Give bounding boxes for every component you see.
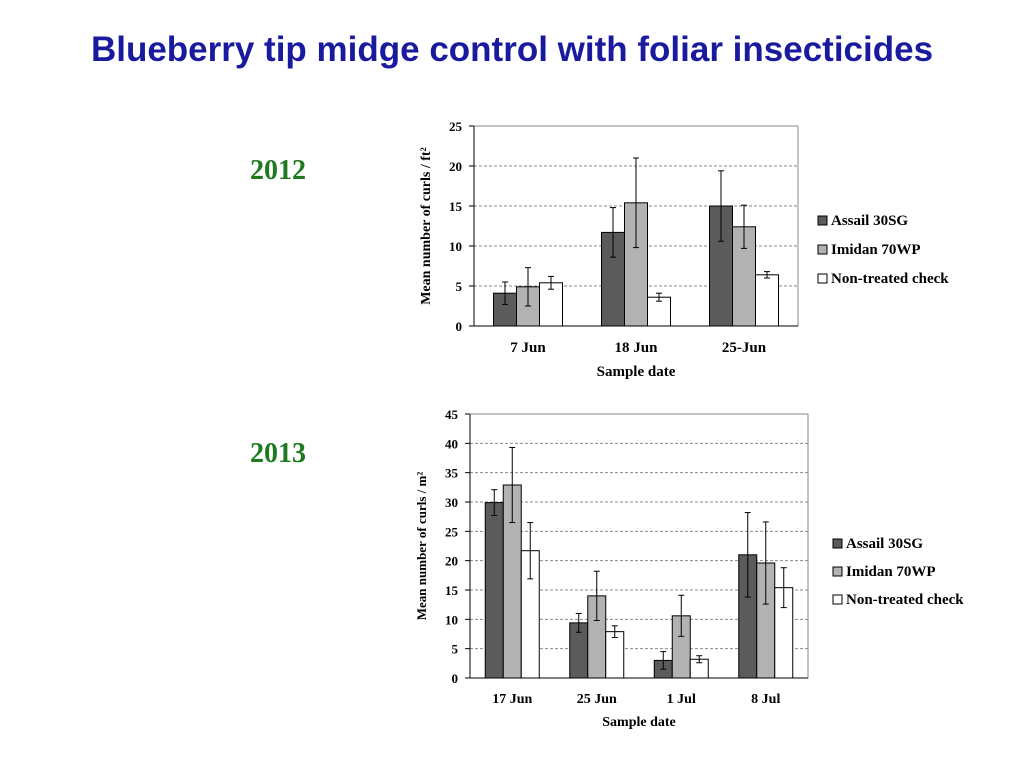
slide-title: Blueberry tip midge control with foliar … bbox=[90, 30, 934, 69]
x-tick-label: 1 Jul bbox=[667, 692, 696, 707]
bar bbox=[605, 631, 625, 679]
y-tick-label: 10 bbox=[445, 612, 458, 627]
y-tick-label: 45 bbox=[445, 407, 459, 422]
legend-swatch bbox=[832, 566, 843, 577]
legend-entry: Imidan 70WP bbox=[846, 564, 936, 580]
legend-entry: Imidan 70WP bbox=[831, 242, 921, 258]
y-tick-label: 25 bbox=[445, 524, 459, 539]
y-tick-label: 5 bbox=[452, 642, 459, 657]
y-tick-label: 0 bbox=[456, 319, 463, 334]
legend-entry: Assail 30SG bbox=[846, 536, 923, 552]
legend-swatch bbox=[817, 273, 828, 284]
legend-entry: Non-treated check bbox=[831, 271, 949, 287]
x-tick-label: 17 Jun bbox=[492, 692, 532, 707]
x-tick-label: 7 Jun bbox=[510, 340, 546, 356]
chart-2012: 0 5 10 15 20 25 7 Jun 18 Jun 25-Jun Sample date Me… bbox=[419, 119, 949, 380]
y-axis-label: Mean number of curls / m² bbox=[414, 472, 429, 621]
x-tick-label: 25 Jun bbox=[577, 692, 617, 707]
y-tick-label: 20 bbox=[445, 554, 458, 569]
year-label-2012: 2012 bbox=[250, 155, 306, 186]
y-tick-label: 25 bbox=[449, 119, 463, 134]
y-tick-label: 5 bbox=[456, 279, 463, 294]
year-label-2013: 2013 bbox=[250, 438, 306, 469]
x-axis-label: Sample date bbox=[602, 715, 676, 730]
y-tick-label: 30 bbox=[445, 495, 458, 510]
legend-entry: Assail 30SG bbox=[831, 213, 908, 229]
legend-swatch bbox=[832, 538, 843, 549]
x-tick-label: 25-Jun bbox=[722, 340, 767, 356]
y-tick-label: 20 bbox=[449, 159, 462, 174]
legend-swatch bbox=[817, 215, 828, 226]
y-tick-label: 15 bbox=[445, 583, 459, 598]
y-tick-label: 15 bbox=[449, 199, 463, 214]
y-tick-label: 0 bbox=[452, 671, 459, 686]
bar bbox=[484, 502, 504, 679]
y-tick-label: 10 bbox=[449, 239, 462, 254]
y-axis-label: Mean number of curls / ft² bbox=[419, 147, 434, 305]
y-tick-label: 40 bbox=[445, 436, 458, 451]
bar bbox=[755, 274, 779, 327]
chart-2013: 0 5 10 15 20 25 30 35 40 45 17 Jun 25 Jun 1 Jul 8 Jul… bbox=[414, 407, 964, 730]
legend-swatch bbox=[832, 594, 843, 605]
y-tick-label: 35 bbox=[445, 466, 459, 481]
legend-entry: Non-treated check bbox=[846, 592, 964, 608]
x-axis-label: Sample date bbox=[597, 364, 676, 380]
x-tick-label: 18 Jun bbox=[615, 340, 659, 356]
legend-swatch bbox=[817, 244, 828, 255]
x-tick-label: 8 Jul bbox=[751, 692, 780, 707]
